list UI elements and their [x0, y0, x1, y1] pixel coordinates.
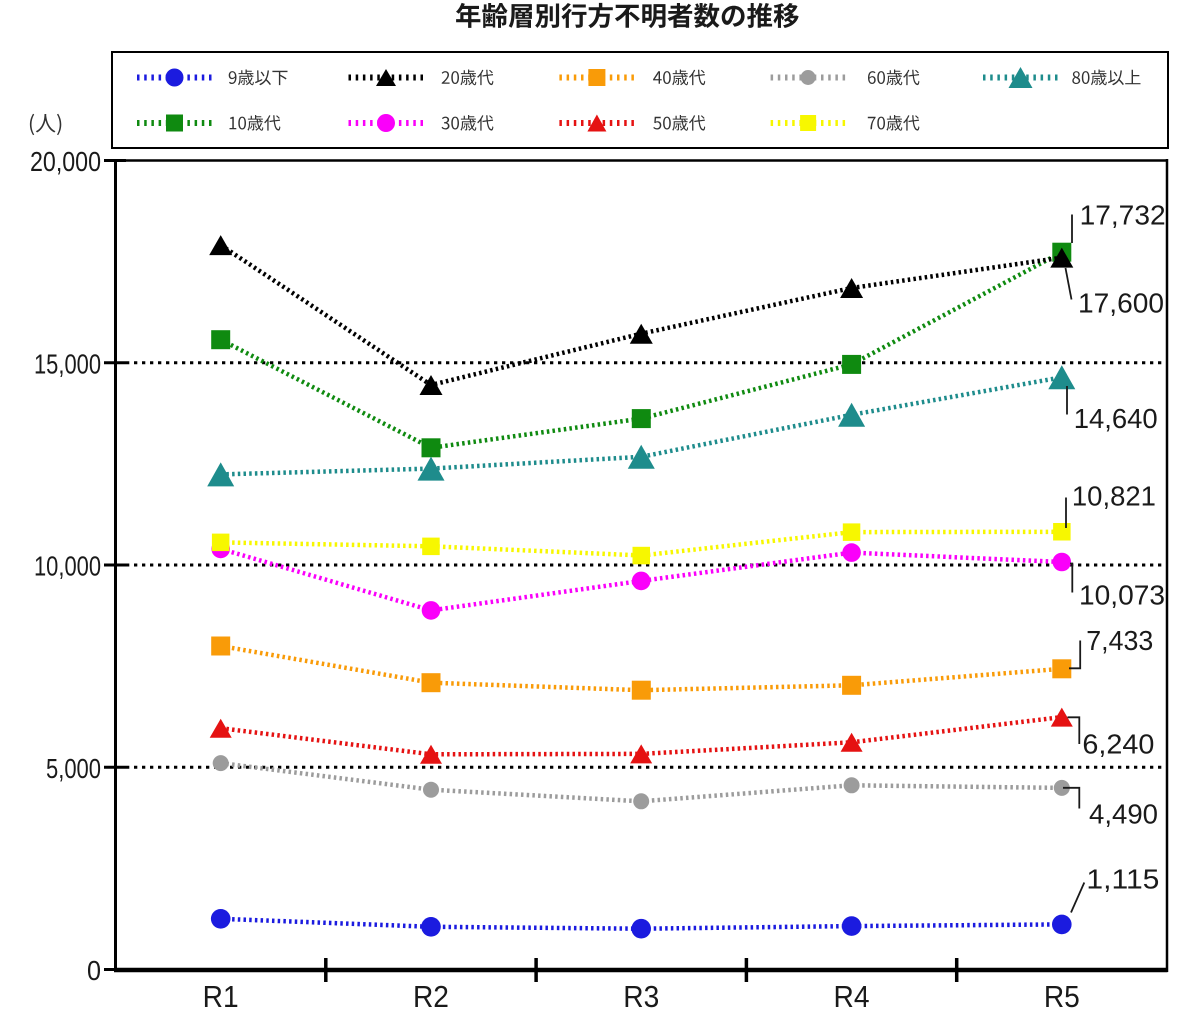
svg-text:10,073: 10,073 — [1079, 580, 1165, 611]
svg-text:20,000: 20,000 — [30, 146, 101, 177]
svg-text:R1: R1 — [203, 979, 239, 1014]
svg-text:17,600: 17,600 — [1078, 288, 1164, 319]
svg-text:R4: R4 — [834, 979, 870, 1014]
svg-text:1,115: 1,115 — [1086, 864, 1159, 895]
svg-text:0: 0 — [87, 955, 101, 986]
svg-text:4,490: 4,490 — [1089, 799, 1158, 830]
svg-text:10,000: 10,000 — [34, 551, 101, 582]
svg-text:5,000: 5,000 — [46, 753, 101, 784]
svg-text:6,240: 6,240 — [1082, 729, 1154, 760]
svg-text:15,000: 15,000 — [34, 348, 101, 379]
svg-text:R2: R2 — [413, 979, 449, 1014]
svg-text:R3: R3 — [623, 979, 659, 1014]
svg-text:17,732: 17,732 — [1080, 200, 1166, 231]
svg-text:R5: R5 — [1044, 979, 1080, 1014]
svg-text:10,821: 10,821 — [1072, 481, 1156, 512]
svg-text:7,433: 7,433 — [1086, 625, 1153, 656]
svg-text:14,640: 14,640 — [1074, 403, 1158, 434]
